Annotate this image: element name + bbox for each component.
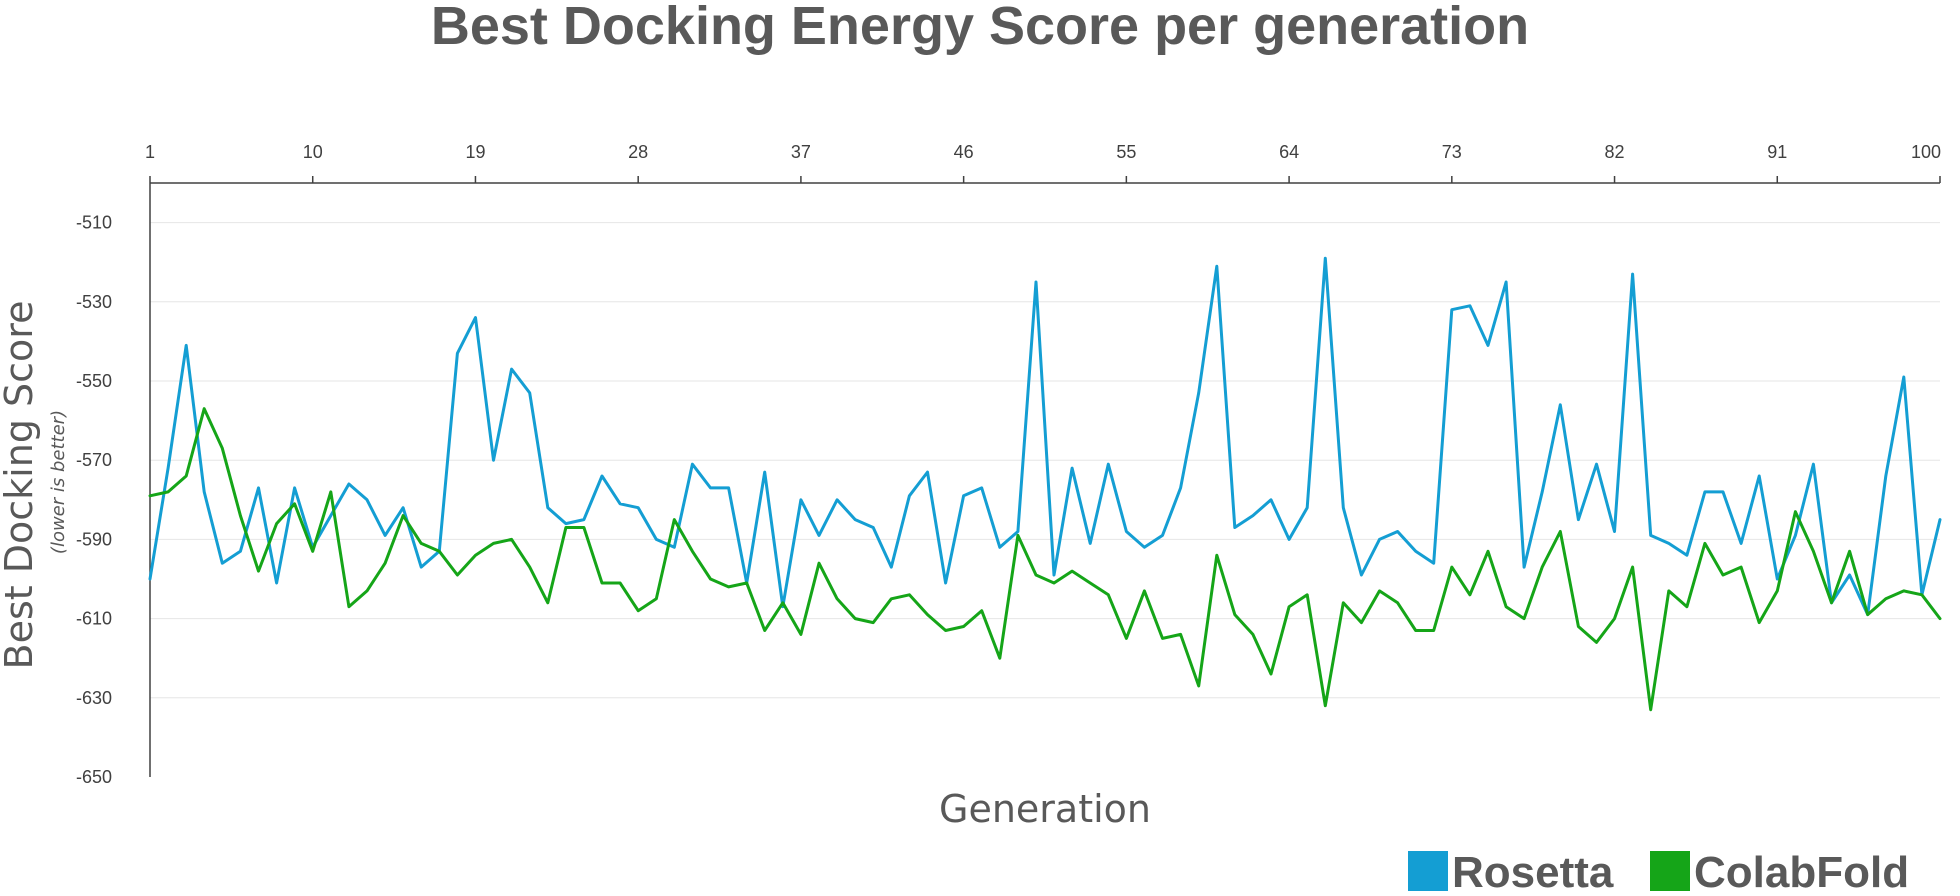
axes — [149, 176, 1941, 777]
x-axis-title: Generation — [939, 787, 1151, 831]
y-tick-label: -590 — [76, 529, 112, 549]
y-tick-label: -510 — [76, 213, 112, 233]
y-tick-label: -530 — [76, 292, 112, 312]
legend-label-colabfold: ColabFold — [1694, 848, 1909, 896]
y-tick-label: -570 — [76, 450, 112, 470]
x-tick-label: 1 — [145, 142, 155, 162]
x-tick-labels: 1 10 19 28 37 46 55 64 73 82 91 100 — [145, 142, 1941, 162]
series-line-colabfold — [148, 407, 1942, 712]
chart-title: Best Docking Energy Score per generation — [431, 0, 1529, 56]
x-tick-label: 82 — [1605, 142, 1625, 162]
series-line-rosetta — [148, 256, 1942, 617]
y-tick-label: -550 — [76, 371, 112, 391]
x-tick-label: 37 — [791, 142, 811, 162]
x-tick-label: 55 — [1116, 142, 1136, 162]
y-tick-labels: -510 -530 -550 -570 -590 -610 -630 -650 — [76, 213, 112, 787]
legend: Rosetta ColabFold — [1408, 848, 1909, 896]
y-axis-note: (lower is better) — [48, 410, 69, 554]
y-tick-label: -650 — [76, 767, 112, 787]
x-tick-label: 28 — [628, 142, 648, 162]
legend-swatch-rosetta — [1408, 851, 1448, 891]
x-tick-label: 19 — [465, 142, 485, 162]
x-tick-label: 64 — [1279, 142, 1299, 162]
gridlines — [150, 222, 1940, 699]
x-tick-label: 100 — [1911, 142, 1941, 162]
x-tick-label: 73 — [1442, 142, 1462, 162]
y-axis-title: Best Docking Score — [0, 301, 41, 670]
legend-label-rosetta: Rosetta — [1452, 848, 1614, 896]
y-tick-label: -610 — [76, 609, 112, 629]
series-lines — [148, 256, 1942, 712]
x-tick-label: 10 — [303, 142, 323, 162]
x-tick-label: 46 — [954, 142, 974, 162]
x-tick-label: 91 — [1767, 142, 1787, 162]
y-tick-label: -630 — [76, 688, 112, 708]
legend-swatch-colabfold — [1650, 851, 1690, 891]
